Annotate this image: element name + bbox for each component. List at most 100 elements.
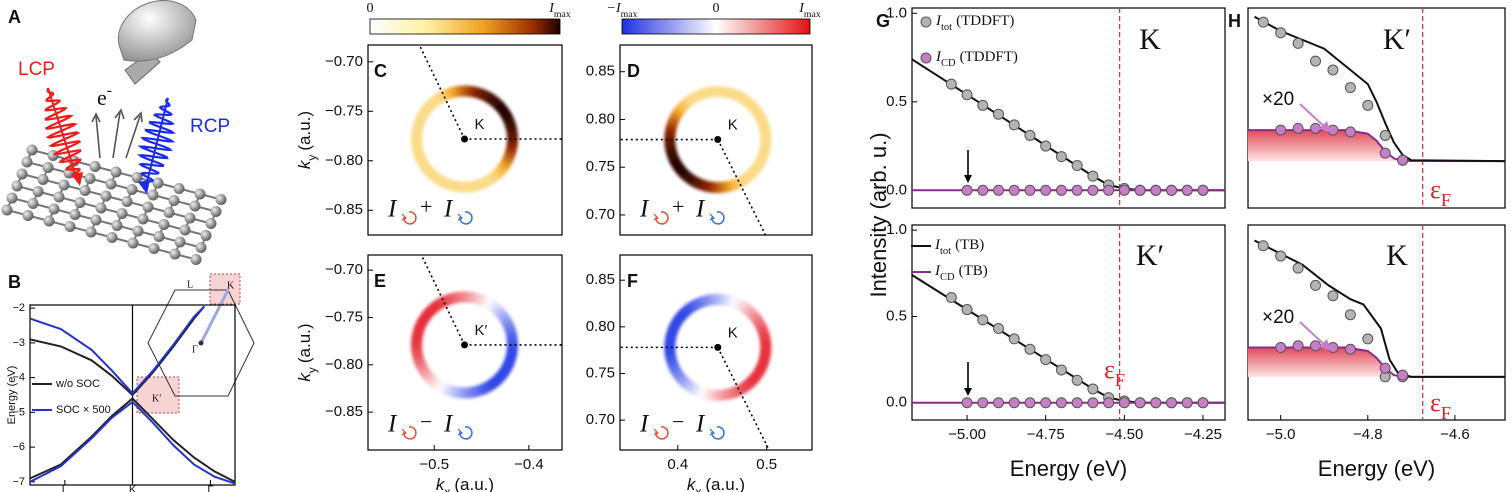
- ring-segment: [738, 93, 749, 105]
- x-axis-label-part: (a.u.): [454, 475, 494, 492]
- atom: [100, 190, 112, 202]
- ring-segment: [695, 178, 704, 190]
- ring-segment: [478, 294, 488, 307]
- y-tick-label: 0.5: [886, 307, 907, 324]
- atom: [64, 221, 76, 232]
- colorbar-label: −Imax: [607, 1, 638, 20]
- data-point: [1344, 82, 1356, 94]
- ring-segment: [758, 146, 771, 154]
- atom: [174, 236, 186, 248]
- plot-frame: [1247, 7, 1506, 209]
- y-axis-label-part: y: [305, 155, 319, 161]
- polarization-icon: [655, 211, 669, 225]
- ring-segment: [725, 388, 732, 401]
- x-tick-label: L: [62, 484, 68, 492]
- ring-segment: [468, 180, 475, 193]
- atom: [105, 178, 117, 190]
- ring-segment: [708, 389, 715, 401]
- data-point: [977, 314, 989, 326]
- y-tick-label: −3: [12, 337, 25, 349]
- data-point: [1071, 374, 1083, 386]
- data-point: [1292, 340, 1304, 352]
- ring-segment: [411, 142, 423, 149]
- legend-label-part: I: [935, 49, 942, 65]
- ring-segment: [666, 329, 678, 337]
- light-axis: [47, 87, 79, 183]
- data-point: [961, 397, 973, 409]
- ring-segment: [450, 385, 458, 398]
- atom: [84, 173, 96, 184]
- ring-segment: [664, 143, 676, 150]
- colorbar-label-part: max: [804, 9, 821, 20]
- ring-segment: [446, 293, 454, 306]
- atom: [42, 162, 54, 173]
- legend-label: Itot (TB): [934, 237, 984, 256]
- ring-segment: [747, 309, 759, 321]
- ring-segment: [757, 358, 770, 366]
- panel-letter: H: [1228, 11, 1241, 31]
- ring-segment: [450, 292, 458, 304]
- ring-segment: [671, 316, 683, 327]
- data-point: [1310, 340, 1322, 352]
- atom: [111, 220, 123, 231]
- light-arrowhead: [71, 172, 83, 186]
- ring-segment: [505, 124, 518, 132]
- ring-segment: [455, 386, 462, 399]
- ring-segment: [673, 312, 686, 324]
- ring-segment: [471, 385, 479, 398]
- scale-factor: ×20: [1262, 307, 1294, 328]
- atom: [195, 242, 207, 253]
- ring-segment: [757, 328, 770, 337]
- ring-segment: [505, 146, 518, 153]
- polarization-icon: [459, 426, 473, 440]
- atom: [11, 180, 23, 192]
- ring-segment: [694, 297, 704, 309]
- ring-segment: [502, 322, 515, 331]
- ring-segment: [411, 348, 423, 355]
- high-symmetry-point: [461, 341, 469, 349]
- plot-frame: [619, 44, 813, 236]
- ring-segment: [754, 157, 767, 167]
- ring-segment: [488, 377, 500, 389]
- ring-segment: [667, 154, 680, 163]
- y-tick-label: 1.0: [886, 221, 907, 238]
- ring-segment: [721, 181, 728, 193]
- fermi-label: εF: [1430, 175, 1451, 210]
- ring-segment: [724, 86, 732, 99]
- ring-segment: [423, 307, 435, 318]
- ring-pattern: [411, 291, 519, 399]
- polarization-icon: [457, 213, 464, 221]
- y-tick-label: −0.75: [325, 308, 363, 325]
- formula-operator: +: [672, 194, 684, 219]
- atom: [48, 203, 60, 215]
- ring-segment: [433, 173, 444, 186]
- ring-segment: [411, 129, 423, 136]
- legend-label-part: (TB): [959, 263, 988, 279]
- ring-segment: [721, 294, 728, 306]
- colorbar-label: Imax: [548, 1, 571, 20]
- legend-label-part: (TDDFT): [960, 49, 1018, 65]
- ring-segment: [475, 87, 483, 100]
- data-point: [1379, 129, 1391, 141]
- ring-segment: [502, 116, 515, 125]
- data-point: [1087, 184, 1099, 196]
- panel-annotation: K: [1139, 23, 1161, 56]
- ring-segment: [673, 371, 686, 382]
- ring-segment: [665, 125, 677, 133]
- data-point: [1150, 397, 1162, 409]
- data-point: [1197, 397, 1209, 409]
- scale-factor: ×20: [1262, 89, 1294, 110]
- colorbar: [369, 18, 561, 35]
- data-point: [977, 99, 989, 111]
- x-tick-label: −5.00: [948, 426, 986, 443]
- ring-segment: [430, 377, 441, 389]
- ring-segment: [665, 354, 677, 362]
- ring-segment: [690, 91, 700, 103]
- ring-segment: [485, 92, 496, 105]
- formula-term: I: [695, 411, 706, 438]
- ring-segment: [471, 86, 479, 98]
- ring-segment: [738, 174, 749, 186]
- ring-segment: [441, 177, 451, 190]
- data-line: [911, 274, 1225, 404]
- legend-label: ICD (TDDFT): [935, 49, 1018, 68]
